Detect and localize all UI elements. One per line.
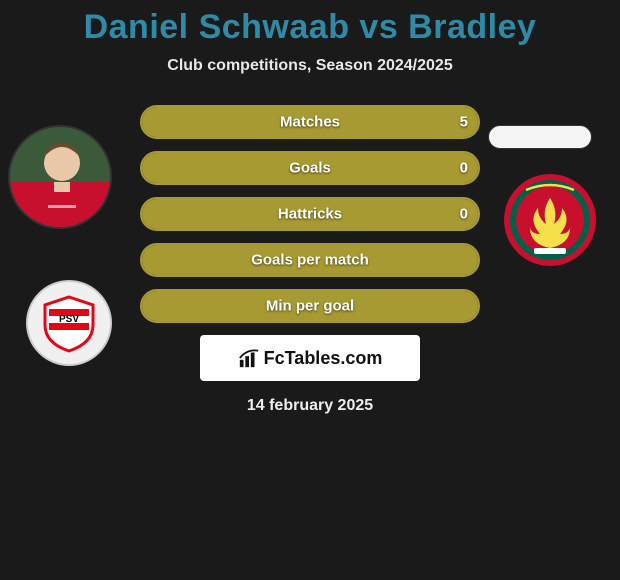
stat-label: Goals per match (251, 252, 369, 269)
stat-fill-left (142, 153, 310, 183)
stat-value-right: 0 (460, 160, 468, 177)
stat-label: Goals (289, 160, 331, 177)
stat-row: Hattricks 0 (140, 197, 480, 231)
stat-fill-right (310, 153, 478, 183)
stat-row: Min per goal (140, 289, 480, 323)
page-title: Daniel Schwaab vs Bradley (0, 0, 620, 47)
date-text: 14 february 2025 (0, 397, 620, 415)
chart-icon (238, 347, 260, 369)
stat-label: Matches (280, 114, 340, 131)
stat-row: Goals per match (140, 243, 480, 277)
stat-value-right: 5 (460, 114, 468, 131)
subtitle: Club competitions, Season 2024/2025 (0, 57, 620, 75)
brand-logo[interactable]: FcTables.com (200, 335, 420, 381)
brand-name: FcTables.com (264, 348, 383, 369)
liverpool-badge-icon (500, 170, 600, 270)
player2-club-badge (500, 170, 600, 270)
player2-avatar (488, 125, 592, 149)
stats-area: Matches 5 Goals 0 Hattricks 0 Goals per match M… (140, 105, 480, 323)
stat-label: Min per goal (266, 298, 354, 315)
psv-badge-icon: PSV (39, 293, 99, 353)
stat-row: Goals 0 (140, 151, 480, 185)
svg-text:PSV: PSV (59, 314, 79, 325)
stat-row: Matches 5 (140, 105, 480, 139)
player1-avatar (8, 125, 112, 229)
stat-label: Hattricks (278, 206, 342, 223)
stat-value-right: 0 (460, 206, 468, 223)
player1-avatar-svg (10, 127, 112, 229)
player1-club-badge: PSV (26, 280, 112, 366)
